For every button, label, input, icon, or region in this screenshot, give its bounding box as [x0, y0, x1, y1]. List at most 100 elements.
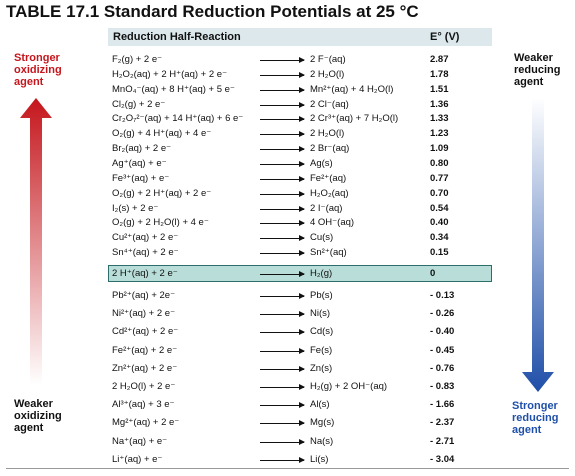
- reaction-arrow: [260, 311, 305, 318]
- potential: - 0.13: [430, 290, 455, 301]
- side-label: agent: [14, 422, 44, 434]
- potential: 0.34: [430, 232, 449, 244]
- reaction-arrow: [260, 86, 305, 93]
- product: Cu(s): [310, 232, 334, 244]
- reaction-arrow: [260, 438, 305, 445]
- potential: 0.70: [430, 187, 449, 199]
- potential: - 2.71: [430, 435, 455, 447]
- side-label: Weaker: [514, 52, 553, 64]
- reactant: O₂(g) + 2 H₂O(l) + 4 e⁻: [112, 217, 209, 229]
- reactant: H₂O₂(aq) + 2 H⁺(aq) + 2 e⁻: [112, 68, 228, 80]
- side-label: oxidizing: [14, 64, 62, 76]
- product: Fe(s): [310, 344, 333, 356]
- potential: - 0.83: [430, 381, 455, 392]
- reactant: Cr₂O₇²⁻(aq) + 14 H⁺(aq) + 6 e⁻: [112, 113, 244, 125]
- product: 2 Cl⁻(aq): [310, 98, 349, 110]
- product: Mn²⁺(aq) + 4 H₂O(l): [310, 83, 394, 95]
- reaction-arrow: [260, 146, 305, 153]
- reaction-arrow: [260, 365, 305, 372]
- potential: - 0.26: [430, 308, 455, 320]
- product: 2 H₂O(l): [310, 68, 345, 80]
- reaction-arrow: [260, 456, 305, 463]
- reactant: O₂(g) + 4 H⁺(aq) + 4 e⁻: [112, 128, 212, 140]
- product: H₂(g) + 2 OH⁻(aq): [310, 381, 388, 392]
- header-band: [108, 28, 492, 46]
- product: Al(s): [310, 399, 330, 411]
- reaction-arrow: [260, 116, 305, 123]
- reaction-arrow: [260, 190, 305, 197]
- reactant: Mg²⁺(aq) + 2 e⁻: [112, 417, 180, 429]
- potential: 1.33: [430, 113, 449, 125]
- potential: 0.40: [430, 217, 449, 229]
- potential: - 0.40: [430, 326, 455, 338]
- reactant: Cu²⁺(aq) + 2 e⁻: [112, 232, 179, 244]
- reactant: Ag⁺(aq) + e⁻: [112, 157, 167, 169]
- reaction-arrow: [260, 250, 305, 257]
- side-label: Stronger: [14, 52, 60, 64]
- product: 2 Br⁻(aq): [310, 143, 350, 155]
- reactant: Br₂(aq) + 2 e⁻: [112, 143, 172, 155]
- potential: 1.78: [430, 68, 449, 80]
- product: Sn²⁺(aq): [310, 247, 347, 259]
- down-arrow: [522, 98, 554, 392]
- potential: - 1.66: [430, 399, 455, 411]
- reactant: F₂(g) + 2 e⁻: [112, 54, 163, 65]
- reaction-arrow: [260, 384, 305, 390]
- reactant: Cl₂(g) + 2 e⁻: [112, 98, 166, 110]
- product: 2 I⁻(aq): [310, 202, 343, 214]
- reaction-arrow: [260, 71, 305, 78]
- side-label: Stronger: [512, 400, 558, 412]
- side-label: reducing: [512, 412, 559, 424]
- reactant: Na⁺(aq) + e⁻: [112, 435, 168, 447]
- potential: 0: [430, 267, 436, 279]
- potential: 0.80: [430, 157, 449, 169]
- product: Mg(s): [310, 417, 335, 429]
- reaction-arrow: [260, 420, 305, 427]
- column-header: Reduction Half-Reaction: [113, 31, 241, 43]
- potential: - 3.04: [430, 453, 455, 465]
- reactant: MnO₄⁻(aq) + 8 H⁺(aq) + 5 e⁻: [112, 83, 235, 95]
- reaction-arrow: [260, 131, 305, 138]
- reactant: Li⁺(aq) + e⁻: [112, 453, 163, 465]
- reaction-arrow: [260, 235, 305, 242]
- product: 2 Cr³⁺(aq) + 7 H₂O(l): [310, 113, 399, 125]
- product: Ni(s): [310, 308, 331, 320]
- product: Cd(s): [310, 326, 334, 338]
- reaction-arrow: [260, 220, 305, 227]
- reactant: 2 H₂O(l) + 2 e⁻: [112, 381, 176, 392]
- column-header: E° (V): [430, 31, 460, 43]
- reaction-arrow: [260, 270, 305, 277]
- reaction-arrow: [260, 57, 305, 63]
- reactant: Ni²⁺(aq) + 2 e⁻: [112, 308, 176, 320]
- up-arrow: [20, 98, 52, 385]
- potential: 1.23: [430, 128, 449, 140]
- reactant: Pb²⁺(aq) + 2e⁻: [112, 290, 176, 301]
- side-label: reducing: [514, 64, 561, 76]
- product: Fe²⁺(aq): [310, 172, 347, 184]
- reactant: 2 H⁺(aq) + 2 e⁻: [112, 267, 178, 279]
- reaction-arrow: [260, 205, 305, 212]
- title: TABLE 17.1 Standard Reduction Potentials…: [6, 2, 419, 21]
- reaction-arrow: [260, 329, 305, 336]
- reaction-arrow: [260, 160, 305, 167]
- potential: 1.36: [430, 98, 449, 110]
- product: Na(s): [310, 435, 334, 447]
- potential: 1.51: [430, 83, 449, 95]
- product: 4 OH⁻(aq): [310, 217, 355, 229]
- bottom-rule: [6, 468, 569, 469]
- potential: 1.09: [430, 143, 449, 155]
- side-label: oxidizing: [14, 410, 62, 422]
- potential: - 2.37: [430, 417, 455, 429]
- potential: - 0.45: [430, 344, 455, 356]
- reaction-arrow: [260, 293, 305, 299]
- product: H₂O₂(aq): [310, 187, 349, 199]
- potential: 0.77: [430, 172, 449, 184]
- side-label: Weaker: [14, 398, 53, 410]
- product: 2 F⁻(aq): [310, 54, 346, 65]
- reactant: I₂(s) + 2 e⁻: [112, 202, 159, 214]
- reactant: Zn²⁺(aq) + 2 e⁻: [112, 362, 178, 374]
- side-label: agent: [14, 76, 44, 88]
- reactant: Sn⁴⁺(aq) + 2 e⁻: [112, 247, 179, 259]
